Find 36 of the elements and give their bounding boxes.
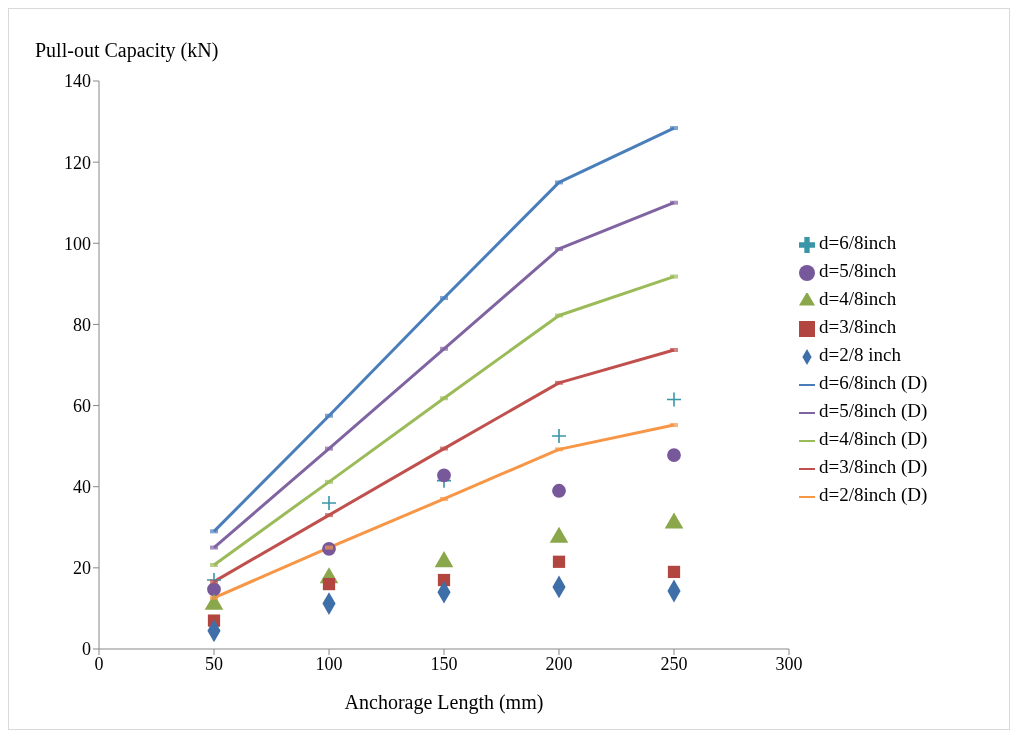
y-axis-title: Pull-out Capacity (kN) [35,39,219,62]
x-tick-label: 0 [94,653,104,674]
point [552,483,566,498]
legend-label: d=4/8inch (D) [819,428,928,449]
point [551,428,567,444]
point [321,495,337,511]
y-tick-label: 80 [73,314,91,335]
point [667,565,681,579]
y-tick-label: 100 [64,233,91,254]
point [666,391,682,408]
y-tick-label: 0 [82,639,91,660]
y-tick-label: 120 [64,152,91,173]
legend-label: d=5/8inch (D) [819,400,928,421]
x-tick-label: 300 [775,653,803,674]
x-tick-label: 100 [315,653,343,674]
point [322,577,336,591]
legend-label: d=4/8inch [819,288,897,309]
legend-label: d=3/8inch [819,316,897,337]
legend-label: d=2/8 inch [819,344,901,365]
legend-label: d=3/8inch (D) [819,456,928,477]
x-tick-label: 50 [205,653,223,674]
legend-label: d=2/8inch (D) [819,484,928,505]
legend-label: d=6/8inch [819,232,897,253]
point [552,555,566,568]
x-tick-label: 150 [430,653,458,674]
x-tick-label: 250 [660,653,688,674]
x-tick-label: 200 [545,653,573,674]
legend-label: d=6/8inch (D) [819,372,928,393]
legend-label: d=5/8inch [819,260,897,281]
y-tick-label: 40 [73,477,91,498]
y-tick-label: 60 [73,395,91,416]
y-tick-label: 140 [64,71,91,92]
x-axis-title: Anchorage Length (mm) [344,691,544,714]
point [437,468,451,483]
point [667,448,681,462]
y-tick-label: 20 [73,558,91,579]
